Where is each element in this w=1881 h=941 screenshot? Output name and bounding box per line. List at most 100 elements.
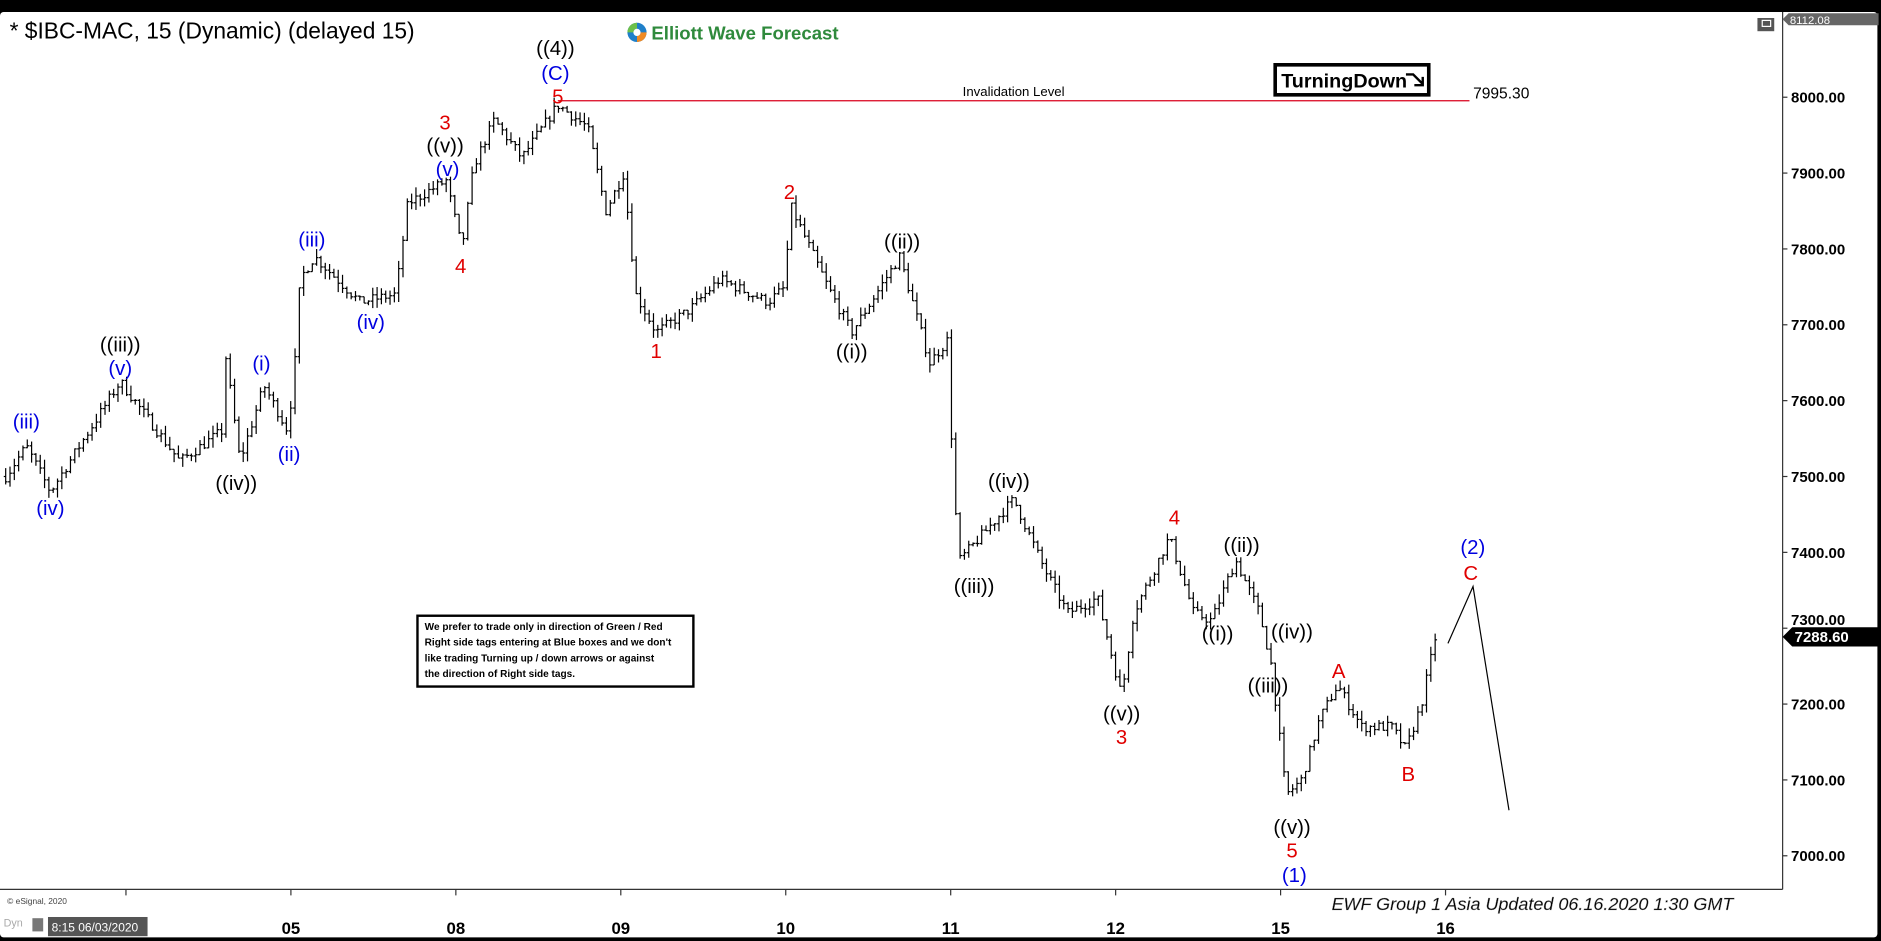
wave-label: ((ii)) (1224, 535, 1260, 557)
ohlc-bar (902, 251, 906, 273)
ohlc-bar (297, 287, 302, 364)
ohlc-bar (180, 453, 185, 467)
ohlc-bar (686, 309, 690, 320)
projection-line (1447, 584, 1510, 811)
trading-note: We prefer to trade only in direction of … (416, 614, 695, 688)
wave-label: 1 (651, 341, 662, 363)
price-axis[interactable]: 7000.00 7100.00 7200.00 7300.00 7400.00 7500.… (1782, 90, 1846, 866)
time-tick-label: 11 (942, 919, 960, 938)
ohlc-bar (1385, 715, 1390, 737)
ohlc-bar (1092, 591, 1096, 616)
ohlc-bar (1178, 560, 1183, 576)
ohlc-bar (483, 141, 487, 154)
ohlc-bar (586, 117, 591, 133)
ohlc-bar (876, 285, 880, 303)
price-tick-label: 7100.00 (1791, 772, 1845, 789)
wave-label: (v) (108, 358, 132, 380)
ohlc-bar (552, 97, 557, 124)
ohlc-bar (932, 347, 937, 366)
window-restore-icon[interactable] (1757, 18, 1775, 32)
wave-label: ((ii)) (884, 232, 920, 254)
ohlc-bar (824, 263, 829, 289)
ohlc-bar (1048, 570, 1053, 581)
ohlc-bar (966, 540, 971, 558)
ohlc-bar (409, 193, 414, 210)
ohlc-bar (1126, 651, 1131, 683)
ohlc-bar (457, 213, 462, 234)
ohlc-bar (51, 487, 56, 493)
ohlc-bar (716, 277, 721, 289)
ohlc-bar (759, 292, 764, 301)
ohlc-bar (642, 298, 647, 322)
ohlc-bar (133, 399, 138, 405)
price-tick-label: 8000.00 (1791, 90, 1845, 107)
ohlc-bar (1251, 581, 1256, 604)
ohlc-bar (781, 281, 785, 298)
ohlc-bar (16, 450, 21, 472)
ohlc-bar (1074, 600, 1079, 612)
ohlc-bar (405, 198, 410, 242)
ohlc-bar (1040, 546, 1045, 569)
ohlc-bar (487, 120, 492, 150)
note-line: Right side tags entering at Blue boxes a… (425, 638, 672, 649)
ohlc-bar (858, 307, 863, 327)
ohlc-bar (1117, 669, 1122, 687)
ohlc-bar (819, 255, 824, 273)
ohlc-bar (1022, 517, 1027, 533)
ohlc-bar (1364, 720, 1368, 737)
ohlc-bar (193, 447, 198, 463)
ohlc-bar (1018, 504, 1023, 524)
ohlc-bar (42, 459, 47, 489)
ohlc-bar (595, 142, 600, 174)
ohlc-bar (1243, 574, 1248, 582)
ohlc-bar (280, 410, 284, 426)
ohlc-bar (215, 422, 220, 438)
wave-label: ((iii)) (100, 335, 141, 357)
ohlc-bar (1316, 715, 1321, 744)
ohlc-bar (651, 313, 656, 338)
ohlc-bar (785, 240, 790, 291)
scroll-handle[interactable] (32, 918, 44, 932)
ohlc-bar (293, 348, 297, 415)
ohlc-bar (258, 387, 263, 412)
ohlc-bar (1070, 601, 1075, 619)
ohlc-bar (634, 256, 639, 295)
ohlc-bar (768, 297, 773, 311)
price-tick-label: 7200.00 (1791, 696, 1845, 713)
ohlc-bar (863, 307, 868, 319)
time-axis[interactable]: 05 08 09 10 11 12 15 16 (125, 889, 1455, 938)
ohlc-bar (314, 249, 319, 266)
ohlc-bar (1031, 526, 1036, 549)
ohlc-bar (975, 535, 980, 547)
ohlc-bar (1320, 708, 1325, 729)
ohlc-bar (776, 282, 781, 295)
ohlc-bar (923, 318, 928, 358)
ohlc-bar (1061, 595, 1066, 610)
ohlc-bar (1109, 634, 1114, 659)
ohlc-bar (1394, 722, 1399, 735)
ohlc-bar (1407, 728, 1412, 749)
ohlc-bar (621, 172, 626, 192)
time-tick-label: 08 (447, 919, 466, 938)
ohlc-bar (344, 286, 349, 299)
ohlc-bar (461, 232, 466, 245)
ohlc-bar (1010, 495, 1014, 509)
wave-label: B (1402, 764, 1416, 786)
ohlc-bar (750, 295, 755, 303)
ohlc-bar (64, 469, 69, 479)
ohlc-bar (530, 130, 535, 156)
turning-down-tag: TurningDown (1273, 63, 1431, 97)
logo-swirl-icon (627, 22, 647, 43)
ohlc-bar (690, 297, 695, 322)
ohlc-bar (275, 397, 280, 422)
ohlc-bar (832, 285, 837, 303)
wave-label: 3 (1116, 727, 1127, 749)
ohlc-bar (979, 525, 984, 545)
ohlc-bar (1351, 703, 1356, 718)
ohlc-bar (629, 203, 634, 262)
note-line: We prefer to trade only in direction of … (425, 622, 663, 633)
ohlc-bar (159, 429, 164, 443)
ohlc-bar (755, 292, 760, 299)
ohlc-bar (336, 269, 341, 293)
ohlc-bar (556, 105, 561, 113)
